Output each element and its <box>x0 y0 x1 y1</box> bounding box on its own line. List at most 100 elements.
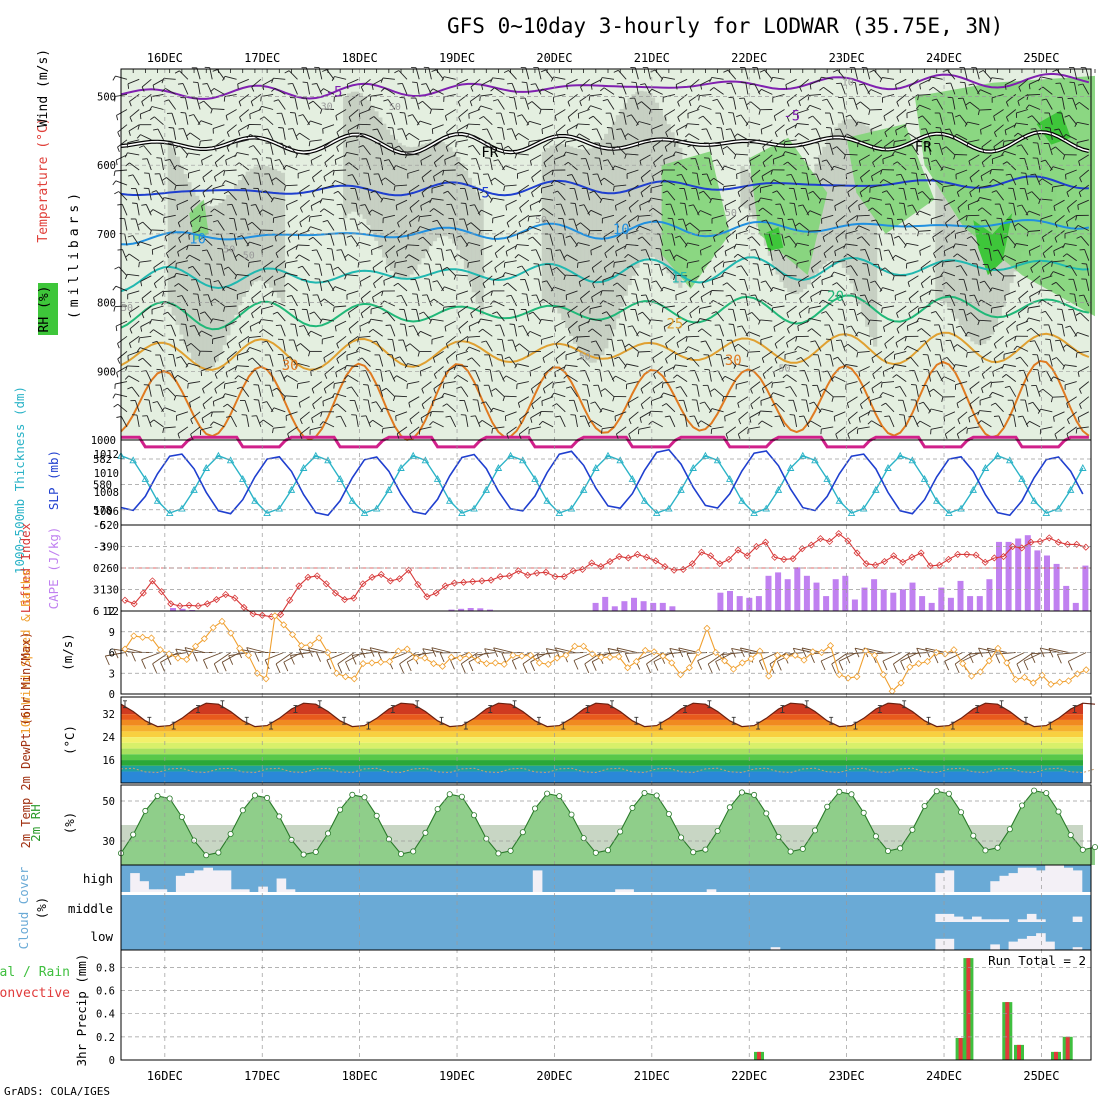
upper-wind-barb-flag <box>296 343 301 347</box>
cloud-gap-bar <box>981 919 991 922</box>
upper-wind-barb-flag <box>542 388 546 394</box>
upper-wind-barb-flag <box>893 141 895 147</box>
cape-bar <box>755 596 762 611</box>
upper-wind-barb-flag <box>441 393 445 398</box>
upper-wind-barb <box>129 109 140 118</box>
upper-wind-barb <box>608 370 615 382</box>
upper-wind-barb <box>309 214 322 218</box>
upper-wind-barb-flag <box>285 356 291 359</box>
upper-wind-barb-flag <box>383 99 389 102</box>
isotherm-freezing-inner <box>120 131 1090 155</box>
upper-wind-barb-flag <box>141 298 145 304</box>
cloud-gap-bar <box>1045 941 1055 950</box>
upper-wind-barb-flag <box>505 205 508 211</box>
upper-wind-barb-flag <box>372 267 376 273</box>
upper-wind-barb <box>370 318 383 322</box>
upper-wind-barb-flag <box>251 415 257 417</box>
upper-wind-barb <box>711 76 724 80</box>
upper-wind-barb-flag <box>357 262 360 268</box>
upper-wind-barb-flag <box>335 415 341 418</box>
upper-wind-barb <box>517 169 529 175</box>
upper-wind-barb <box>621 339 627 352</box>
upper-wind-barb <box>178 283 189 292</box>
upper-wind-barb-flag <box>287 82 293 85</box>
upper-wind-barb <box>614 165 627 171</box>
upper-wind-barb <box>428 264 432 276</box>
upper-wind-barb-flag <box>117 358 121 364</box>
upper-wind-barb-flag <box>355 346 360 352</box>
upper-wind-barb <box>634 67 639 80</box>
upper-wind-barb <box>201 330 213 337</box>
upper-wind-barb <box>386 311 396 322</box>
upper-wind-barb <box>238 124 250 132</box>
upper-wind-barb <box>597 173 603 186</box>
upper-wind-barb <box>263 116 274 126</box>
upper-wind-barb <box>273 214 286 219</box>
upper-wind-barb <box>401 83 408 95</box>
rh-mid-patch <box>175 156 180 325</box>
upper-wind-barb-flag <box>127 386 133 390</box>
upper-wind-barb-flag <box>441 286 445 292</box>
upper-wind-barb <box>745 294 749 307</box>
upper-wind-barb <box>287 426 298 435</box>
upper-wind-barb-flag <box>664 415 670 418</box>
upper-wind-barb-flag <box>429 298 435 303</box>
upper-wind-barb <box>151 319 164 322</box>
upper-wind-barb-flag <box>336 343 340 349</box>
upper-wind-barb-flag <box>397 237 401 243</box>
upper-wind-barb <box>713 260 724 269</box>
rh2m-marker <box>1092 844 1099 851</box>
upper-wind-barb <box>857 214 870 217</box>
upper-wind-barb <box>699 105 712 110</box>
upper-wind-barb-flag <box>640 294 647 296</box>
upper-wind-barb <box>372 328 383 337</box>
upper-wind-barb-flag <box>575 346 579 352</box>
upper-wind-barb <box>371 105 383 110</box>
rh-mid-patch <box>471 185 476 293</box>
upper-wind-barb <box>286 164 298 171</box>
upper-wind-barb <box>764 69 773 80</box>
upper-wind-barb-flag <box>394 70 400 74</box>
upper-wind-barb <box>436 220 444 231</box>
upper-wind-barb-flag <box>226 343 230 349</box>
upper-wind-barb-flag <box>371 84 374 90</box>
upper-wind-barb-flag <box>640 177 644 183</box>
cape-bar <box>928 602 935 611</box>
rh2m-marker <box>288 836 295 843</box>
upper-wind-barb-flag <box>709 77 713 83</box>
upper-wind-barb-flag <box>502 165 506 170</box>
upper-wind-barb-flag <box>566 130 569 136</box>
upper-wind-barb-flag <box>700 84 703 90</box>
rh-mid-patch <box>557 143 562 314</box>
cape-bar <box>1072 602 1079 611</box>
upper-wind-barb-flag <box>783 161 788 166</box>
upper-wind-barb-flag <box>334 159 337 165</box>
upper-wind-barb <box>151 93 164 97</box>
upper-wind-barb <box>118 266 128 277</box>
upper-wind-barb <box>507 282 517 292</box>
upper-wind-barb <box>554 320 566 328</box>
upper-wind-barb-flag <box>128 174 134 177</box>
rh2m-marker <box>227 831 234 838</box>
upper-wind-barb-flag <box>114 266 120 270</box>
cape-bar <box>871 579 878 611</box>
upper-wind-barb-flag <box>675 84 678 90</box>
upper-wind-barb-flag <box>797 204 804 207</box>
upper-wind-barb <box>159 354 164 367</box>
rh-dark-region <box>973 213 1013 276</box>
rh-mid-patch <box>261 165 266 282</box>
upper-wind-barb <box>639 366 651 372</box>
upper-wind-barb <box>262 290 274 298</box>
upper-wind-barb-flag <box>1020 172 1026 174</box>
upper-wind-barb-flag <box>613 145 619 150</box>
upper-wind-barb-flag <box>538 88 543 93</box>
upper-wind-barb <box>573 400 578 412</box>
upper-wind-barb-flag <box>274 236 277 242</box>
upper-wind-barb-flag <box>282 165 287 170</box>
upper-wind-barb <box>420 366 432 372</box>
upper-wind-barb <box>421 381 432 390</box>
rh2m-marker <box>1043 790 1050 797</box>
rh-mid-patch <box>354 91 360 212</box>
upper-wind-barb-flag <box>356 124 359 130</box>
rh2m-marker <box>763 810 770 817</box>
